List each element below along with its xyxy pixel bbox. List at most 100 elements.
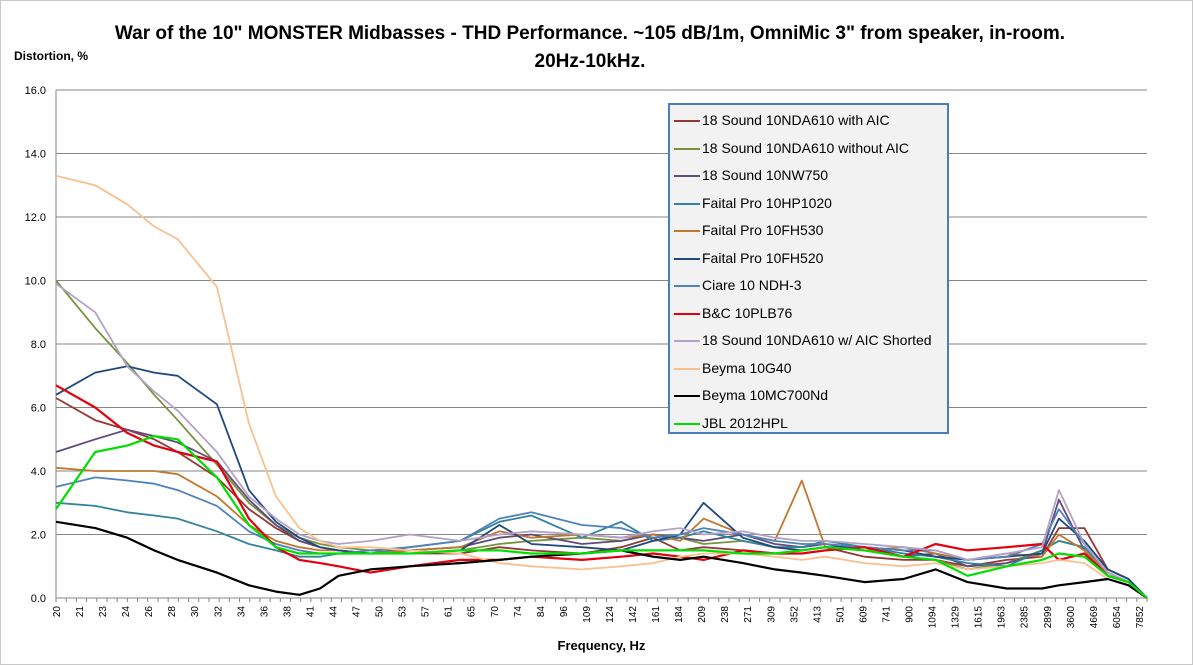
x-tick-label: 142 xyxy=(628,606,639,623)
series-line-beyma-10mc700nd xyxy=(55,520,1148,599)
legend-item: Faital Pro 10FH530 xyxy=(670,217,947,245)
legend-swatch xyxy=(674,285,700,287)
series-line-faital-pro-10hp1020 xyxy=(55,501,1148,599)
x-tick-label: 21 xyxy=(75,606,86,618)
series-lines xyxy=(55,174,1148,599)
y-axis-label: Distortion, % xyxy=(14,49,88,63)
y-tick-label: 4.0 xyxy=(31,466,46,478)
legend-swatch xyxy=(674,422,700,425)
x-tick-label: 309 xyxy=(766,606,777,623)
x-tick-label: 609 xyxy=(858,606,869,623)
x-tick-label: 900 xyxy=(905,606,916,623)
legend-swatch xyxy=(674,230,700,232)
y-tick-label: 2.0 xyxy=(31,530,46,542)
x-axis-label: Frequency, Hz xyxy=(557,638,646,653)
x-tick-label: 32 xyxy=(213,606,224,618)
legend-swatch xyxy=(674,147,700,150)
x-tick-label: 96 xyxy=(559,606,570,618)
legend-item: Beyma 10MC700Nd xyxy=(670,382,947,410)
x-tick-label: 161 xyxy=(651,606,662,623)
y-axis: 0.0 2.0 4.0 6.0 8.0 10.0 12.0 14.0 16.0 xyxy=(25,85,57,605)
legend-label: 18 Sound 10NW750 xyxy=(702,167,829,183)
x-tick-label: 6054 xyxy=(1112,606,1123,629)
legend-swatch xyxy=(674,312,700,315)
legend-swatch xyxy=(674,120,700,122)
x-tick-label: 65 xyxy=(467,606,478,618)
legend-label: Faital Pro 10FH530 xyxy=(702,222,824,238)
legend-label: JBL 2012HPL xyxy=(702,414,788,431)
series-line-18-sound-10nda610-w-aic-shorted xyxy=(55,282,1148,599)
series-line-jbl-2012hpl xyxy=(55,435,1148,599)
x-tick-label: 36 xyxy=(259,606,270,618)
x-tick-label: 1615 xyxy=(974,606,985,629)
legend-item: B&C 10PLB76 xyxy=(670,300,947,328)
y-tick-label: 16.0 xyxy=(25,85,46,97)
x-tick-label: 413 xyxy=(812,606,823,623)
x-tick-label: 4669 xyxy=(1089,606,1100,629)
y-tick-label: 8.0 xyxy=(31,339,46,351)
x-tick-label: 352 xyxy=(789,606,800,623)
x-tick-label: 20 xyxy=(52,606,63,618)
series-line-18-sound-10nda610-with-aic xyxy=(55,397,1148,599)
x-tick-label: 47 xyxy=(352,606,363,618)
legend-swatch xyxy=(674,395,700,397)
x-tick-label: 23 xyxy=(98,606,109,618)
legend-item: Faital Pro 10HP1020 xyxy=(670,190,947,218)
x-tick-label: 28 xyxy=(167,606,178,618)
legend-item: 18 Sound 10NDA610 w/ AIC Shorted xyxy=(670,327,947,355)
legend-label: 18 Sound 10NDA610 with AIC xyxy=(702,112,890,128)
legend-item: 18 Sound 10NDA610 without AIC xyxy=(670,135,947,163)
series-line-b-c-10plb76 xyxy=(55,384,1148,599)
chart-title: War of the 10" MONSTER Midbasses - THD P… xyxy=(114,23,1066,72)
x-axis: 20 21 23 24 26 28 30 32 34 36 38 41 44 47 50 53 57 61 65 70… xyxy=(52,597,1148,629)
x-tick-label: 1094 xyxy=(928,606,939,629)
x-tick-label: 271 xyxy=(743,606,754,623)
legend-label: 18 Sound 10NDA610 without AIC xyxy=(702,139,910,156)
series-line-18-sound-10nw750 xyxy=(55,428,1148,599)
legend-item: Beyma 10G40 xyxy=(670,355,947,383)
y-tick-label: 10.0 xyxy=(25,276,46,288)
x-tick-label: 74 xyxy=(513,606,524,618)
x-tick-label: 2899 xyxy=(1043,606,1054,629)
y-tick-label: 12.0 xyxy=(25,212,46,224)
legend-label: Beyma 10G40 xyxy=(702,359,792,376)
x-tick-label: 70 xyxy=(490,606,501,618)
y-tick-label: 14.0 xyxy=(25,149,46,161)
x-tick-label: 34 xyxy=(236,606,247,618)
legend-label: Faital Pro 10HP1020 xyxy=(702,194,832,211)
legend: 18 Sound 10NDA610 with AIC 18 Sound 10NDA… xyxy=(668,103,949,434)
legend-swatch xyxy=(674,340,700,342)
x-tick-label: 26 xyxy=(144,606,155,618)
y-tick-label: 0.0 xyxy=(31,593,46,605)
x-tick-label: 24 xyxy=(121,606,132,618)
y-tick-label: 6.0 xyxy=(31,403,46,415)
legend-label: 18 Sound 10NDA610 w/ AIC Shorted xyxy=(702,332,932,348)
x-tick-label: 84 xyxy=(536,606,547,618)
x-tick-label: 1329 xyxy=(951,606,962,629)
x-tick-label: 124 xyxy=(605,606,616,623)
series-line-ciare-10-ndh-3 xyxy=(55,476,1148,599)
x-tick-label: 41 xyxy=(305,606,316,618)
x-tick-label: 3600 xyxy=(1066,606,1077,629)
x-tick-label: 61 xyxy=(444,606,455,618)
legend-item: Faital Pro 10FH520 xyxy=(670,245,947,273)
x-tick-label: 109 xyxy=(582,606,593,623)
legend-swatch xyxy=(674,367,700,370)
legend-swatch xyxy=(674,202,700,205)
x-tick-label: 741 xyxy=(881,606,892,623)
x-tick-label: 57 xyxy=(421,606,432,618)
x-tick-label: 2385 xyxy=(1020,606,1031,629)
gridlines xyxy=(56,89,1147,535)
legend-item: JBL 2012HPL xyxy=(670,410,947,438)
legend-swatch xyxy=(674,175,700,177)
legend-swatch xyxy=(674,257,700,260)
series-line-faital-pro-10fh520 xyxy=(55,365,1148,599)
legend-item: 18 Sound 10NW750 xyxy=(670,162,947,190)
x-tick-label: 209 xyxy=(697,606,708,623)
legend-item: Ciare 10 NDH-3 xyxy=(670,272,947,300)
x-tick-label: 7852 xyxy=(1135,606,1146,629)
legend-label: Ciare 10 NDH-3 xyxy=(702,277,802,293)
x-tick-label: 44 xyxy=(328,606,339,618)
legend-label: Faital Pro 10FH520 xyxy=(702,249,824,266)
